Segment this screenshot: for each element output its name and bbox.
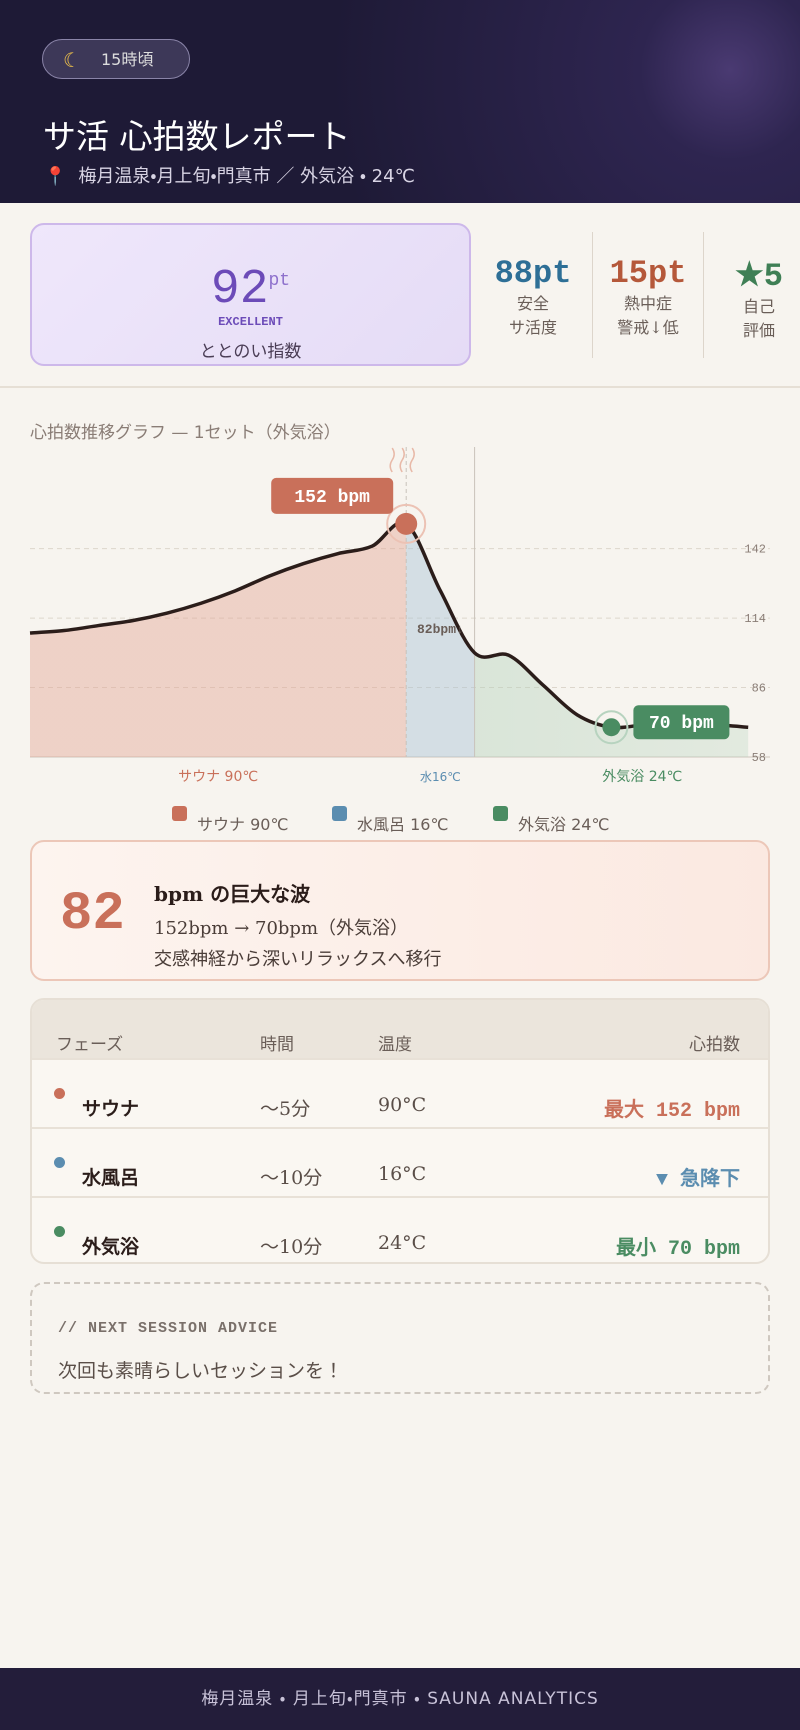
heart-rate: ▼ 急降下 (655, 1169, 740, 1192)
legend-label: 外気浴 24℃ (518, 815, 609, 834)
y-tick-label: 114 (744, 612, 766, 626)
phase-dot (54, 1226, 65, 1237)
legend-swatch (172, 806, 187, 821)
chart: 58 86 114 142 152 bpm 82bpm↓ 70 bpm サウナ 90℃ 水16℃… (29, 447, 770, 834)
low-halo (594, 710, 629, 745)
pin-icon: 📍 (44, 166, 67, 187)
location-text: 梅月温泉・月上旬・門真市 ／ 外気浴 ・ 24℃ (78, 166, 415, 187)
phase-name: 外気浴 (82, 1236, 140, 1258)
table-header: フェーズ 時間 温度 心拍数 (32, 1000, 768, 1058)
location: 📍 梅月温泉・月上旬・門真市 ／ 外気浴 ・ 24℃ (44, 162, 415, 188)
low-point (602, 718, 621, 737)
table-header-cell: 時間 (260, 1035, 294, 1055)
score-card: 88pt 安全サ活度 (478, 255, 588, 340)
peak-label: 152 bpm (294, 488, 370, 508)
table-row: サウナ 〜5分 90°C 最大 152 bpm (32, 1058, 768, 1127)
score-value: 92pt (32, 263, 469, 317)
time-badge: ☾ 15時頃 (42, 39, 190, 79)
legend-swatch (332, 806, 347, 821)
divider (703, 232, 704, 358)
card-value: ★5 (735, 258, 783, 295)
peak-halo (386, 503, 427, 544)
y-tick-label: 142 (744, 543, 766, 557)
low-label: 70 bpm (649, 714, 714, 734)
heart-rate: 最小 70 bpm (615, 1238, 740, 1261)
y-tick-label: 58 (752, 751, 766, 765)
area (30, 522, 749, 757)
score-number: 92 (210, 263, 269, 317)
chart-title: 心拍数推移グラフ — 1セット（外気浴） (30, 423, 341, 443)
peak-point (395, 512, 418, 535)
table-cell: 90°C (378, 1094, 427, 1116)
table-row: 水風呂 〜10分 16°C ▼ 急降下 (32, 1127, 768, 1196)
score-unit: pt (268, 271, 291, 291)
card-label: 自己 (742, 297, 775, 316)
phase-dot (54, 1088, 65, 1099)
phase-name: サウナ (82, 1098, 140, 1120)
score-grade: EXCELLENT (218, 315, 283, 329)
wave-line: 152bpm → 70bpm（外気浴） (154, 918, 409, 939)
card-value: 88pt (494, 255, 572, 292)
divider (592, 232, 593, 358)
drop-label: 82bpm↓ (417, 622, 464, 637)
wave-line: 交感神経から深いリラックスへ移行 (154, 949, 442, 970)
score-card: ★5 自己評価 (704, 255, 800, 343)
footer: 梅月温泉 ・ 月上旬・門真市 ・ SAUNA ANALYTICS (0, 1668, 800, 1730)
card-label: 安全 (516, 294, 549, 313)
legend-swatch (493, 806, 508, 821)
legend-label: サウナ 90℃ (197, 815, 288, 834)
heat-icon (399, 447, 405, 473)
heat-icon (389, 447, 395, 473)
low-label-bg (633, 705, 730, 740)
moon-icon: ☾ (63, 48, 81, 72)
table-header-cell: 温度 (378, 1035, 412, 1055)
card-label: 評価 (742, 321, 775, 340)
table-cell: 24°C (378, 1232, 427, 1254)
main-score: 92pt EXCELLENT ととのい指数 (30, 223, 471, 366)
advice: // NEXT SESSION ADVICE 次回も素晴らしいセッションを！ (30, 1282, 770, 1394)
table-cell: 〜10分 (260, 1167, 323, 1189)
card-label: 熱中症 (623, 294, 672, 313)
table-cell: 〜10分 (260, 1236, 323, 1258)
phase-dot (54, 1157, 65, 1168)
heat-icon (409, 447, 415, 473)
peak-label-bg (271, 477, 394, 514)
advice-title: // NEXT SESSION ADVICE (58, 1320, 279, 1337)
wave-heading: bpm の巨大な波 (154, 882, 311, 906)
separator (0, 386, 800, 388)
header: ☾ 15時頃 サ活 心拍数レポート 📍 梅月温泉・月上旬・門真市 ／ 外気浴 ・ 2… (0, 0, 800, 203)
table-header-cell: フェーズ (56, 1035, 124, 1055)
table-cell: 16°C (378, 1163, 427, 1185)
advice-text: 次回も素晴らしいセッションを！ (58, 1360, 344, 1382)
badge-text: 15時頃 (101, 50, 154, 69)
y-tick-label: 86 (752, 682, 766, 696)
card-label: サ活度 (508, 318, 557, 337)
table-row: 外気浴 〜10分 24°C 最小 70 bpm (32, 1196, 768, 1262)
phase-name: 水風呂 (82, 1167, 140, 1189)
title: サ活 心拍数レポート (43, 117, 351, 156)
region-label: 外気浴 24℃ (602, 769, 682, 785)
card-value: 15pt (609, 255, 687, 292)
phase-table: フェーズ 時間 温度 心拍数 サウナ 〜5分 90°C 最大 152 bpm 水風呂 〜10分 1… (30, 998, 770, 1264)
wave-card: 82 bpm の巨大な波 152bpm → 70bpm（外気浴） 交感神経から深… (30, 840, 770, 981)
legend-label: 水風呂 16℃ (357, 815, 448, 834)
table-header-cell: 心拍数 (689, 1035, 740, 1055)
wave-value: 82 (60, 884, 125, 945)
score-label: ととのい指数 (199, 342, 302, 362)
score-card: 15pt 熱中症警戒↓低 (593, 255, 703, 340)
card-label: 警戒↓低 (617, 318, 679, 337)
region-label: サウナ 90℃ (178, 769, 258, 785)
heart-rate: 最大 152 bpm (603, 1100, 740, 1123)
table-cell: 〜5分 (260, 1098, 311, 1120)
region-label: 水16℃ (420, 770, 461, 784)
